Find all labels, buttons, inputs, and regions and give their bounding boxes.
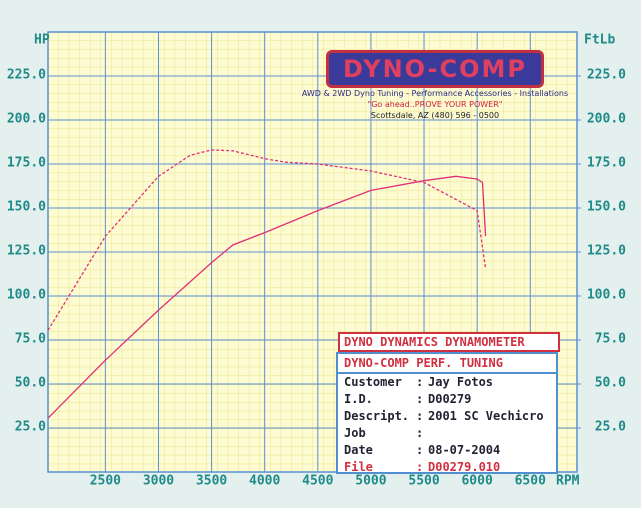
y-tick-label: 200.0 xyxy=(7,112,46,127)
x-tick-label: 2500 xyxy=(90,474,121,489)
info-value: 08-07-2004 xyxy=(428,443,501,457)
y2-tick-label: 150.0 xyxy=(587,200,626,215)
info-label: File xyxy=(344,460,373,474)
y2-tick-label: 175.0 xyxy=(587,156,626,171)
info-header: DYNO DYNAMICS DYNAMOMETER xyxy=(338,332,560,352)
plot-frame xyxy=(47,31,578,473)
info-sep: : xyxy=(416,409,424,423)
info-sep: : xyxy=(416,443,424,457)
x-tick-label: 4000 xyxy=(249,474,280,489)
info-label: Date xyxy=(344,443,373,457)
info-title: DYNO-COMP PERF. TUNING xyxy=(338,354,556,374)
y2-tick-label: 225.0 xyxy=(587,68,626,83)
info-sep: : xyxy=(416,426,424,440)
x-tick-label: 6000 xyxy=(461,474,492,489)
y2-tick-label: 100.0 xyxy=(587,288,626,303)
info-row: File: D00279.010 xyxy=(338,459,556,476)
y-tick-label: 25.0 xyxy=(15,420,46,435)
info-sep: : xyxy=(416,460,424,474)
info-row: Job: xyxy=(338,425,556,442)
info-value: Jay Fotos xyxy=(428,375,494,389)
info-value: D00279 xyxy=(428,392,472,406)
x-axis-label: RPM xyxy=(556,474,580,489)
y-tick-label: 100.0 xyxy=(7,288,46,303)
y2-tick-label: 200.0 xyxy=(587,112,626,127)
x-tick-label: 5500 xyxy=(408,474,439,489)
y-axis-label: HP xyxy=(34,33,50,48)
logo-line: "Go ahead..PROVE YOUR POWER" xyxy=(367,100,503,109)
x-tick-label: 6500 xyxy=(515,474,546,489)
logo: DYNO-COMP AWD & 2WD Dyno Tuning - Perfor… xyxy=(290,50,580,121)
y-tick-label: 50.0 xyxy=(15,376,46,391)
y2-tick-label: 50.0 xyxy=(595,376,626,391)
y-tick-label: 225.0 xyxy=(7,68,46,83)
info-value: 2001 SC Vechicro xyxy=(428,409,544,423)
logo-line: AWD & 2WD Dyno Tuning - Performance Acce… xyxy=(301,89,569,98)
info-label: Job xyxy=(344,426,366,440)
info-box: DYNO-COMP PERF. TUNING Customer: Jay Foto… xyxy=(336,352,558,474)
x-tick-label: 3500 xyxy=(196,474,227,489)
y-tick-label: 75.0 xyxy=(15,332,46,347)
x-tick-label: 5000 xyxy=(355,474,386,489)
y-tick-label: 150.0 xyxy=(7,200,46,215)
power-line xyxy=(47,175,487,419)
y-tick-label: 125.0 xyxy=(7,244,46,259)
info-row: Customer: Jay Fotos xyxy=(338,374,556,391)
info-row: I.D.: D00279 xyxy=(338,391,556,408)
info-sep: : xyxy=(416,375,424,389)
torque-line xyxy=(47,149,487,331)
info-row: Descript.:2001 SC Vechicro xyxy=(338,408,556,425)
info-label: Descript. xyxy=(344,409,410,423)
info-sep: : xyxy=(416,392,424,406)
y2-tick-label: 125.0 xyxy=(587,244,626,259)
logo-line: Scottsdale, AZ (480) 596 - 0500 xyxy=(370,111,500,120)
logo-name: DYNO-COMP xyxy=(326,50,544,88)
y2-tick-label: 25.0 xyxy=(595,420,626,435)
info-value: D00279.010 xyxy=(428,460,501,474)
y-tick-label: 175.0 xyxy=(7,156,46,171)
x-tick-label: 4500 xyxy=(302,474,333,489)
y2-tick-label: 75.0 xyxy=(595,332,626,347)
info-label: I.D. xyxy=(344,392,373,406)
info-label: Customer xyxy=(344,375,402,389)
y2-axis-label: FtLb xyxy=(584,33,615,48)
info-row: Date:08-07-2004 xyxy=(338,442,556,459)
x-tick-label: 3000 xyxy=(143,474,174,489)
